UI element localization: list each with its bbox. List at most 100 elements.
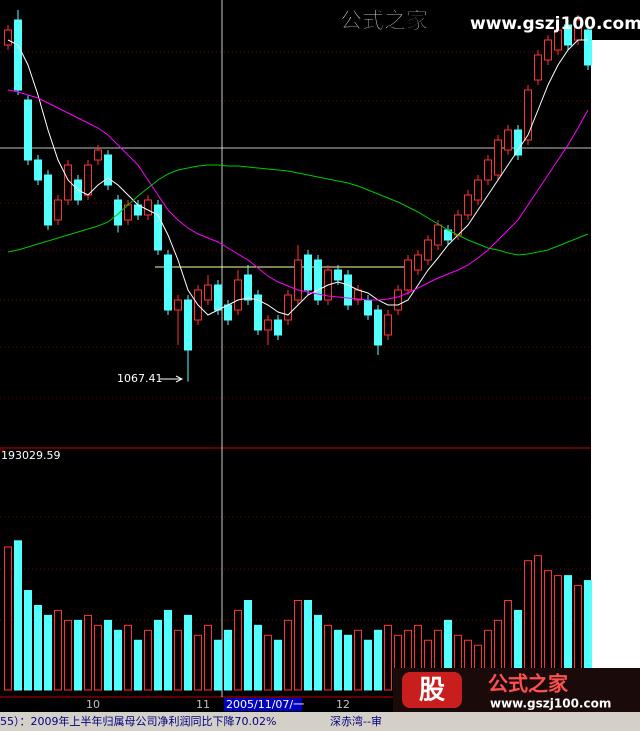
header-bg [591,0,640,40]
moving-average [7,89,589,301]
candle-body [514,129,522,156]
volume-bar [124,624,132,691]
x-label-highlight [224,698,302,711]
volume-bar [194,634,202,691]
volume-bar [74,619,82,691]
candle-body [184,299,192,351]
volume-bar [354,629,362,691]
volume-bar [374,629,382,691]
volume-tick-label: 193029.59 [1,449,61,462]
volume-bar [384,624,392,691]
candle-body [264,319,272,331]
volume-bar [164,609,172,691]
volume-bar [264,634,272,691]
candle-body [144,199,152,216]
ticker-stock: 深赤湾--审 [330,714,382,728]
volume-bar [174,629,182,691]
watermark-url: www.gszj100.com [470,14,640,34]
volume-bar [44,614,52,691]
candle-body [294,259,302,301]
candle-body [244,274,252,301]
candle-body [204,284,212,301]
candle-body [584,29,592,66]
candle-body [564,24,572,46]
candle-body [554,29,562,51]
logo-url: www.gszj100.com [490,697,611,711]
candle-body [104,154,112,186]
candle-body [334,269,342,281]
volume-bar [324,624,332,691]
candle-body [34,159,42,181]
candle-body [384,314,392,336]
x-tick-label: 12 [336,698,350,711]
volume-bar [54,609,62,691]
volume-bar [314,614,322,691]
candle-body [474,179,482,201]
candle-body [284,294,292,321]
volume-bar [144,629,152,691]
volume-bar [84,614,92,691]
candle-body [44,174,52,226]
volume-bar [304,599,312,691]
volume-bar [214,639,222,691]
candle-body [364,299,372,316]
logo-badge-bg [402,672,462,708]
candle-body [54,199,62,221]
candle-body [174,299,182,311]
volume-bar [284,619,292,691]
volume-bar [364,639,372,691]
candle-body [374,309,382,346]
volume-bar [234,609,242,691]
volume-bar [184,614,192,691]
candle-body [314,259,322,301]
candle-body [424,239,432,261]
low-annotation: 1067.41 [117,372,163,385]
watermark-title: 公式之家 [340,8,429,34]
candle-body [434,224,442,246]
candle-body [64,164,72,201]
volume-bar [114,629,122,691]
candle-body [394,289,402,311]
candle-body [4,29,12,46]
candle-body [24,99,32,161]
candle-body [154,204,162,251]
candle-body [464,194,472,216]
candle-body [164,254,172,311]
volume-bar [154,619,162,691]
volume-bar [224,629,232,691]
candle-body [84,164,92,196]
ticker-news: 55）：2009年上半年归属母公司净利润同比下降70.02% [0,714,276,728]
volume-bar [14,540,22,691]
volume-bar [244,599,252,691]
volume-bar [34,604,42,691]
candle-body [494,139,502,176]
volume-bar [274,639,282,691]
candle-body [504,129,512,151]
ticker-bg [0,712,640,731]
candle-body [404,259,412,291]
volume-bar [94,624,102,691]
chart-bg [0,0,591,712]
candle-body [534,54,542,81]
volume-bar [24,590,32,691]
candle-body [484,159,492,181]
volume-bar [254,624,262,691]
candle-body [114,199,122,226]
annotation-arrow-head [175,375,184,383]
grid [0,51,591,621]
moving-average [7,164,589,256]
candle-body [304,254,312,291]
volume-bar [334,629,342,691]
x-tick-label: 11 [196,698,210,711]
volume-bar [294,599,302,691]
logo-badge: 股 [419,676,445,706]
candle-body [254,294,262,331]
candle-body [544,39,552,61]
candle-body [224,304,232,321]
candle-body [14,19,22,91]
candle-body [214,284,222,311]
moving-average [7,39,588,316]
volume-bar [64,619,72,691]
x-tick-label: 2005/11/07/一 [226,698,304,711]
